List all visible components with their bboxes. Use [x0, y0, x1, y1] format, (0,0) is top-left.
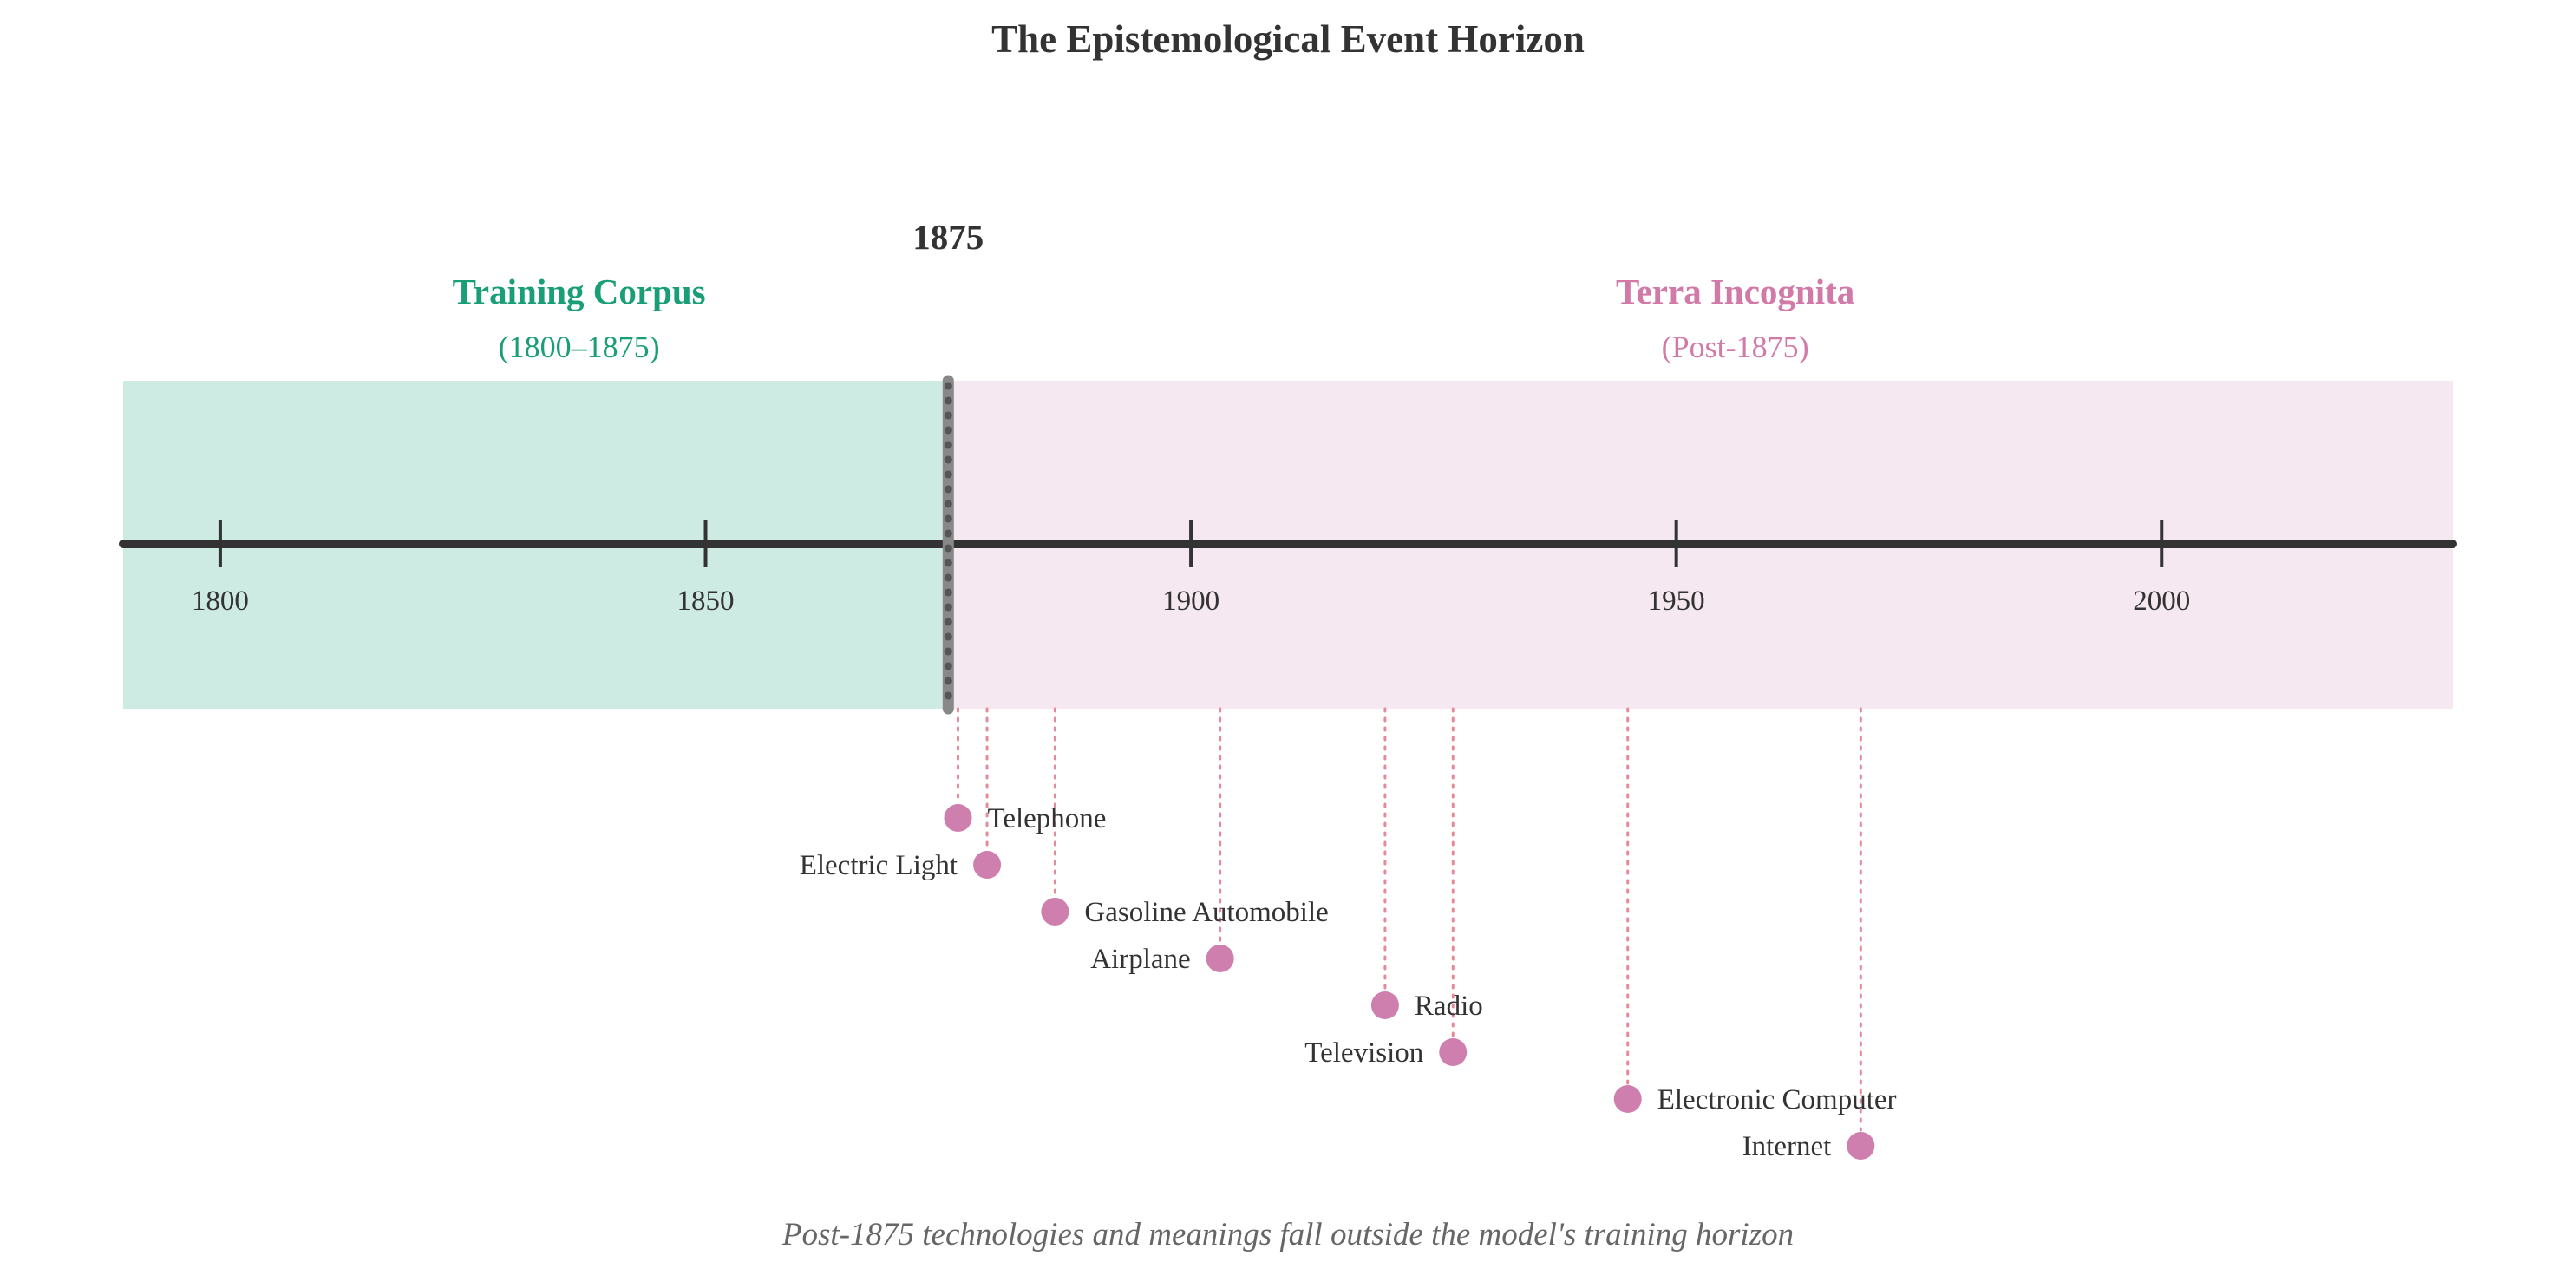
cutoff-year-label: 1875	[912, 217, 984, 257]
training-corpus-subtitle: (1800–1875)	[499, 330, 660, 364]
axis-tick-label: 1800	[192, 585, 249, 617]
event-stems-layer	[956, 707, 1862, 1132]
event-label: Telephone	[987, 803, 1106, 834]
event-marker	[1439, 1038, 1468, 1066]
event-marker	[1613, 1085, 1642, 1113]
event-label: Television	[1304, 1037, 1423, 1069]
event-marker	[1206, 945, 1234, 972]
chart-caption: Post-1875 technologies and meanings fall…	[781, 1217, 1794, 1253]
event-label: Electronic Computer	[1657, 1084, 1897, 1115]
axis-tick-label: 1900	[1162, 585, 1219, 617]
chart-title: The Epistemological Event Horizon	[991, 17, 1585, 61]
axis-tick-label: 2000	[2133, 585, 2190, 617]
event-label: Airplane	[1090, 944, 1190, 975]
training-corpus-title: Training Corpus	[453, 271, 706, 311]
event-marker	[973, 851, 1002, 879]
axis-tick-label: 1950	[1648, 585, 1705, 617]
axis-tick-label: 1850	[677, 585, 735, 617]
event-label: Radio	[1415, 991, 1483, 1022]
event-label: Internet	[1742, 1131, 1832, 1162]
timeline-axis: 1800 1850 1900 1950 2000	[119, 520, 2457, 617]
events-layer: Telephone Electric Light Gasoline Automobi…	[800, 803, 1897, 1162]
event-marker	[944, 804, 972, 832]
event-label: Gasoline Automobile	[1084, 897, 1328, 928]
event-marker	[1847, 1132, 1875, 1160]
terra-incognita-subtitle: (Post-1875)	[1662, 330, 1809, 364]
event-label: Electric Light	[800, 850, 958, 881]
event-marker	[1041, 898, 1069, 926]
terra-incognita-title: Terra Incognita	[1616, 271, 1854, 311]
event-marker	[1370, 991, 1399, 1019]
